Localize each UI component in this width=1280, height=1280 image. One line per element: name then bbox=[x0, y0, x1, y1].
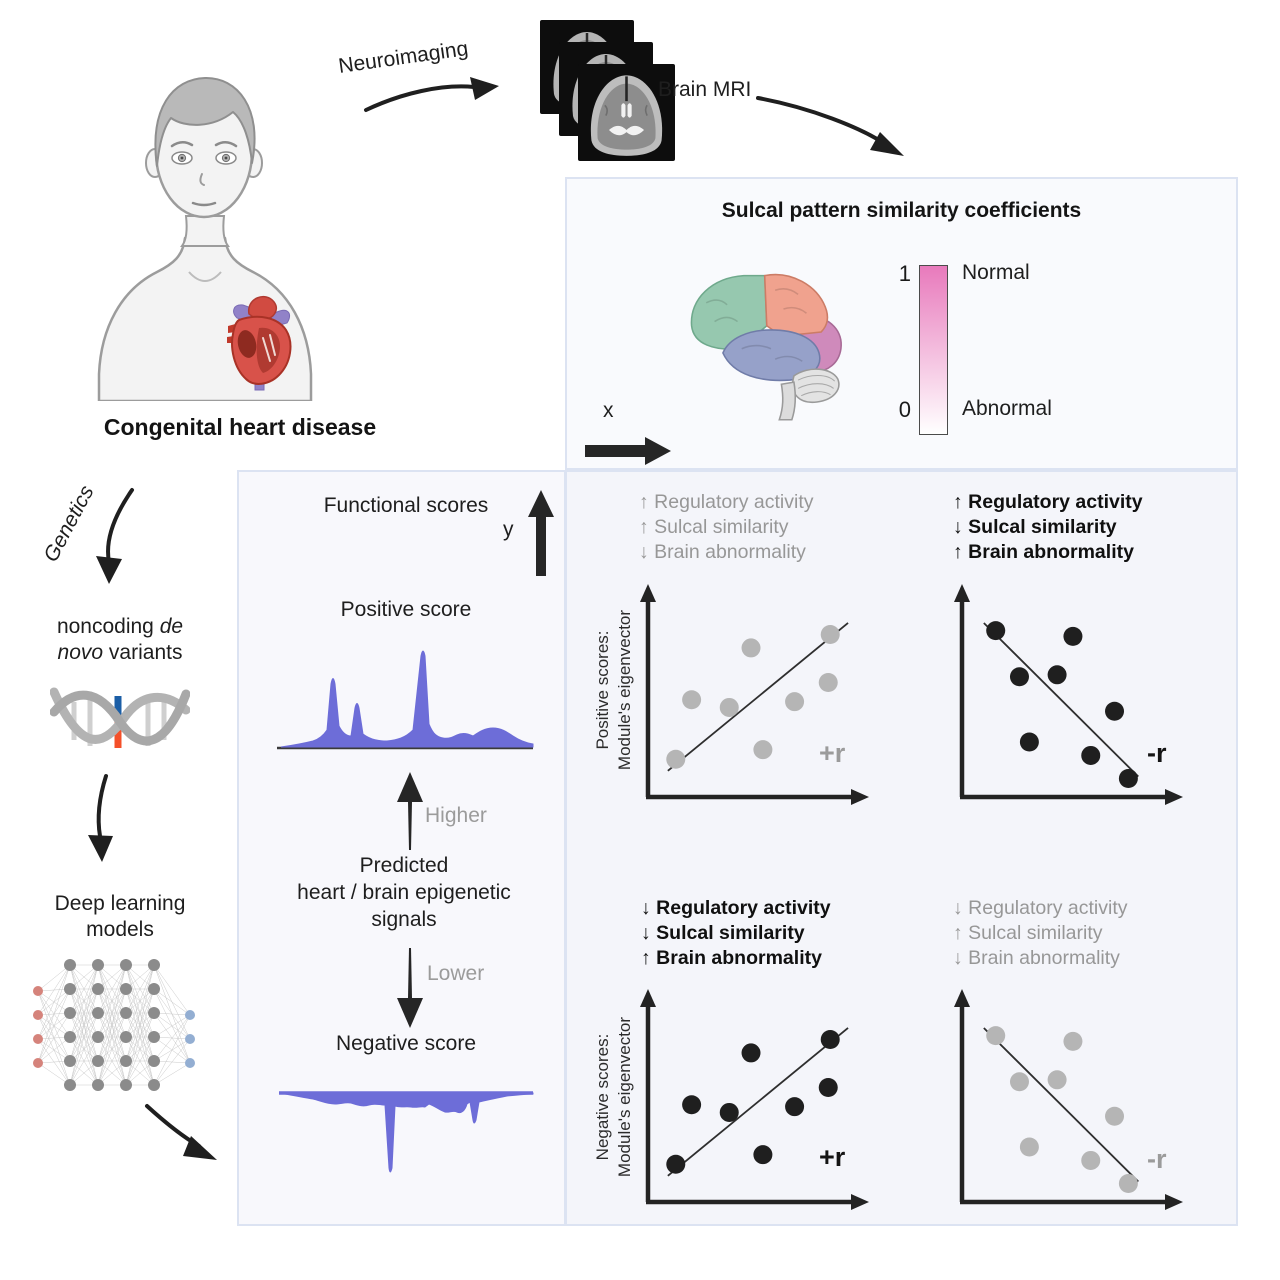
mri-stack bbox=[540, 20, 676, 161]
y-axis-arrow-icon bbox=[528, 490, 554, 576]
y-label-negative-scores: Negative scores: Module's eigenvector bbox=[592, 997, 638, 1197]
brain-mri-label: Brain MRI bbox=[658, 78, 752, 101]
x-axis-arrow-icon bbox=[585, 437, 671, 465]
lower-label: Lower bbox=[427, 962, 485, 985]
annotation-q3-line3: ↑ Brain abnormality bbox=[641, 947, 822, 969]
annotation-q1: ↑ Regulatory activity ↑ Sulcal similarit… bbox=[639, 490, 813, 565]
scale-value-1: 1 bbox=[898, 261, 911, 286]
patient-illustration bbox=[85, 66, 325, 406]
predicted-signals-label: Predicted heart / brain epigenetic signa… bbox=[244, 852, 564, 933]
annotation-q1-line1: ↑ Regulatory activity bbox=[639, 491, 814, 513]
annotation-q2-line3: ↑ Brain abnormality bbox=[953, 541, 1134, 563]
genetics-label: Genetics bbox=[39, 481, 99, 566]
mri-to-panel-arrow-icon bbox=[756, 96, 904, 156]
positive-score-label: Positive score bbox=[340, 598, 472, 621]
heart-illustration bbox=[225, 290, 295, 397]
variants-to-models-arrow-icon bbox=[88, 774, 113, 862]
dna-illustration bbox=[49, 684, 191, 763]
y-label-negative-line1: Negative scores: bbox=[593, 1033, 612, 1161]
positive-score-signal bbox=[277, 650, 534, 750]
mri-slice-front bbox=[578, 64, 675, 161]
patient-caption: Congenital heart disease bbox=[103, 414, 377, 440]
scatter-panel: ↑ Regulatory activity ↑ Sulcal similarit… bbox=[565, 470, 1238, 1226]
genetics-arrow-icon bbox=[96, 488, 134, 584]
deep-learning-line2: models bbox=[86, 918, 154, 941]
functional-scores-title: Functional scores bbox=[323, 494, 489, 517]
r-label-q2: -r bbox=[1147, 738, 1167, 768]
neuroimaging-label: Neuroimaging bbox=[336, 37, 470, 78]
y-label-negative-line2: Module's eigenvector bbox=[615, 1016, 634, 1178]
higher-arrow-icon bbox=[397, 772, 423, 850]
y-axis-label: y bbox=[503, 518, 514, 541]
lower-arrow-icon bbox=[397, 948, 423, 1028]
functional-scores-panel: Functional scores y Positive score Highe… bbox=[237, 470, 566, 1226]
scale-abnormal-label: Abnormal bbox=[962, 397, 1052, 420]
annotation-q3: ↓ Regulatory activity ↓ Sulcal similarit… bbox=[641, 896, 831, 971]
r-label-q1: +r bbox=[819, 738, 846, 768]
similarity-colorbar bbox=[919, 265, 948, 435]
scatter-plot-q4 bbox=[954, 985, 1184, 1210]
neural-network-figure bbox=[28, 953, 208, 1108]
de-italic: de bbox=[159, 615, 184, 638]
brain-lobes-illustration bbox=[683, 261, 861, 431]
negative-score-signal bbox=[279, 1091, 534, 1173]
sulcal-panel-title: Sulcal pattern similarity coefficients bbox=[721, 199, 1082, 222]
annotation-q4-line1: ↓ Regulatory activity bbox=[953, 897, 1128, 919]
annotation-q1-line2: ↑ Sulcal similarity bbox=[639, 516, 789, 538]
annotation-q3-line2: ↓ Sulcal similarity bbox=[641, 922, 805, 944]
annotation-q4-line3: ↓ Brain abnormality bbox=[953, 947, 1120, 969]
scatter-plot-q1 bbox=[640, 580, 870, 805]
scale-normal-label: Normal bbox=[962, 261, 1030, 284]
annotation-q2: ↑ Regulatory activity ↓ Sulcal similarit… bbox=[953, 490, 1143, 565]
scatter-plot-q3 bbox=[640, 985, 870, 1210]
models-to-panel-arrow-icon bbox=[145, 1104, 217, 1160]
annotation-q2-line2: ↓ Sulcal similarity bbox=[953, 516, 1117, 538]
annotation-q4: ↓ Regulatory activity ↑ Sulcal similarit… bbox=[953, 896, 1127, 971]
deep-learning-line1: Deep learning bbox=[54, 892, 186, 915]
predicted-line2: heart / brain epigenetic bbox=[297, 881, 511, 904]
predicted-line3: signals bbox=[371, 908, 437, 931]
scatter-plot-q2 bbox=[954, 580, 1184, 805]
novo-italic: novo bbox=[57, 641, 104, 664]
y-label-positive-scores: Positive scores: Module's eigenvector bbox=[592, 590, 638, 790]
noncoding-variants-label: noncoding de novo variants bbox=[30, 614, 210, 666]
annotation-q2-line1: ↑ Regulatory activity bbox=[953, 491, 1143, 513]
noncoding-text: noncoding bbox=[56, 615, 154, 638]
sulcal-similarity-panel: Sulcal pattern similarity coefficients 1… bbox=[565, 177, 1238, 470]
variants-text: variants bbox=[108, 641, 183, 664]
neuroimaging-arrow-icon bbox=[364, 77, 499, 112]
annotation-q3-line1: ↓ Regulatory activity bbox=[641, 897, 831, 919]
higher-label: Higher bbox=[425, 804, 487, 827]
predicted-line1: Predicted bbox=[359, 854, 449, 877]
y-label-positive-line1: Positive scores: bbox=[593, 630, 612, 750]
deep-learning-label: Deep learning models bbox=[25, 891, 215, 943]
annotation-q1-line3: ↓ Brain abnormality bbox=[639, 541, 806, 563]
y-label-positive-line2: Module's eigenvector bbox=[615, 609, 634, 771]
annotation-q4-line2: ↑ Sulcal similarity bbox=[953, 922, 1103, 944]
r-label-q3: +r bbox=[819, 1142, 846, 1172]
negative-score-label: Negative score bbox=[335, 1032, 477, 1055]
scale-value-0: 0 bbox=[898, 397, 911, 422]
r-label-q4: -r bbox=[1147, 1144, 1167, 1174]
x-axis-label: x bbox=[603, 399, 614, 422]
